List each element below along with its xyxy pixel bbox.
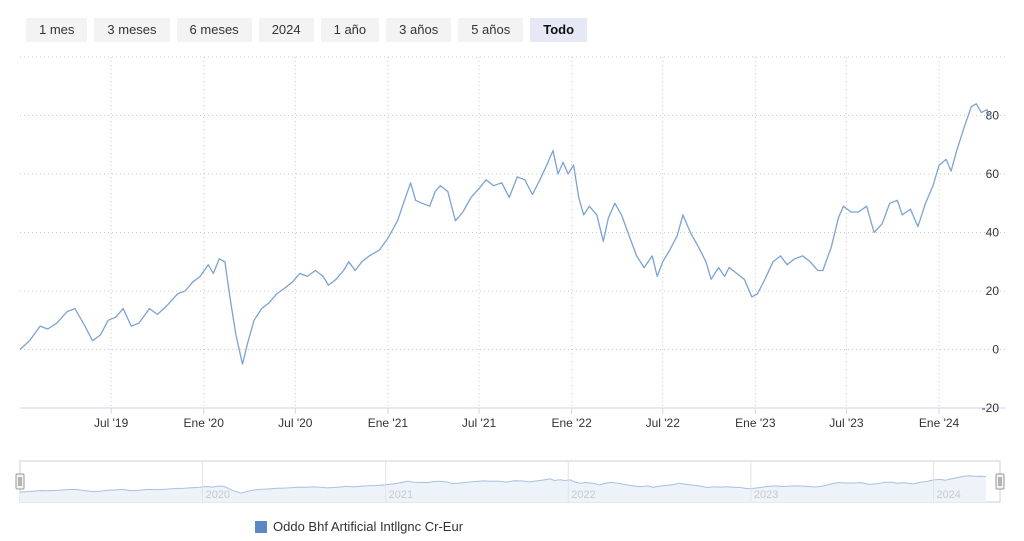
y-tick-label: 40 xyxy=(986,226,1000,240)
y-tick-label: 80 xyxy=(986,109,1000,123)
navigator-year-label: 2023 xyxy=(754,489,778,501)
range-3-years-button[interactable]: 3 años xyxy=(386,18,452,42)
legend[interactable]: Oddo Bhf Artificial Intllgnc Cr-Eur xyxy=(255,519,463,534)
y-tick-label: 60 xyxy=(986,167,1000,181)
navigator-left-handle[interactable] xyxy=(15,473,25,490)
navigator-area xyxy=(20,475,986,502)
range-selector: 1 mes 3 meses 6 meses 2024 1 año 3 años … xyxy=(26,18,588,42)
x-tick-label: Ene '22 xyxy=(551,416,592,430)
range-6-months-button[interactable]: 6 meses xyxy=(176,18,252,42)
range-5-years-button[interactable]: 5 años xyxy=(458,18,524,42)
navigator-year-label: 2021 xyxy=(389,489,413,501)
y-tick-label: -20 xyxy=(982,401,1000,415)
navigator-year-label: 2022 xyxy=(571,489,595,501)
y-tick-label: 0 xyxy=(992,343,999,357)
y-tick-label: 20 xyxy=(986,284,1000,298)
legend-swatch xyxy=(255,520,267,533)
range-2024-button[interactable]: 2024 xyxy=(258,18,314,42)
navigator-year-label: 2024 xyxy=(936,489,960,501)
x-tick-label: Jul '23 xyxy=(829,416,864,430)
navigator-line xyxy=(19,475,987,494)
x-tick-label: Jul '21 xyxy=(462,416,497,430)
x-tick-label: Jul '19 xyxy=(94,416,129,430)
x-tick-label: Ene '20 xyxy=(184,416,225,430)
x-tick-label: Ene '23 xyxy=(735,416,776,430)
navigator-year-label: 2020 xyxy=(206,489,230,501)
navigator-right-handle[interactable] xyxy=(995,473,1005,490)
x-tick-label: Jul '22 xyxy=(646,416,681,430)
range-all-button[interactable]: Todo xyxy=(530,18,588,42)
range-1-year-button[interactable]: 1 año xyxy=(320,18,380,42)
x-tick-label: Ene '24 xyxy=(919,416,960,430)
series-line[interactable] xyxy=(19,103,993,365)
x-tick-label: Ene '21 xyxy=(368,416,409,430)
range-1-month-button[interactable]: 1 mes xyxy=(26,18,88,42)
legend-label: Oddo Bhf Artificial Intllgnc Cr-Eur xyxy=(273,519,464,534)
x-tick-label: Jul '20 xyxy=(278,416,313,430)
range-3-months-button[interactable]: 3 meses xyxy=(94,18,170,42)
